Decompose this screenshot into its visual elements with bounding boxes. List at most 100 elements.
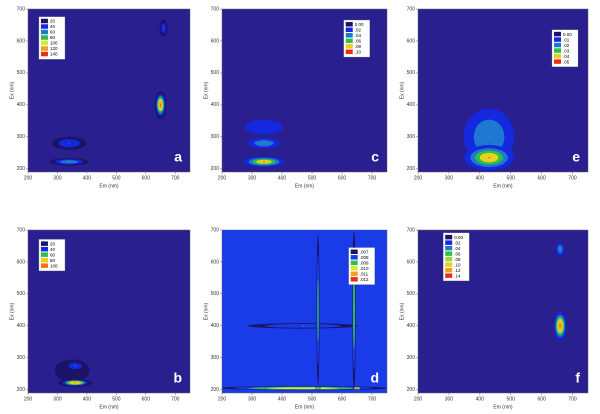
- contour-band: [245, 120, 283, 135]
- panel-label: c: [371, 149, 379, 165]
- contour-band: [74, 365, 76, 367]
- panel: 200 300 400 500 600 700 200 300 400 500 600 700 Em (…: [203, 227, 388, 410]
- legend-label: .02: [454, 240, 461, 245]
- x-tick-label: 500: [112, 175, 121, 181]
- legend-label: 0.00: [454, 235, 463, 240]
- legend-swatch: [40, 257, 48, 263]
- legend-swatch: [554, 42, 561, 48]
- contour-band: [68, 161, 70, 163]
- contour-band: [317, 278, 319, 342]
- legend: 0.00.02.04.06.08.10: [343, 19, 370, 58]
- legend-label: 0.00: [563, 32, 572, 37]
- legend-label: 20: [50, 19, 56, 24]
- y-tick-label: 200: [407, 387, 416, 393]
- y-axis-label: Ex (nm): [399, 81, 405, 99]
- x-tick-label: 200: [218, 175, 227, 181]
- y-tick-label: 200: [17, 387, 26, 393]
- y-tick-label: 700: [211, 6, 220, 12]
- x-tick-label: 600: [537, 175, 546, 181]
- contour-band: [68, 142, 70, 144]
- x-tick-label: 700: [171, 175, 180, 181]
- panel: 200 300 400 500 600 700 200 300 400 500 600 700 Em (…: [399, 6, 589, 189]
- x-tick-label: 200: [218, 396, 227, 402]
- panel-label: a: [174, 149, 182, 165]
- x-tick-label: 500: [507, 175, 516, 181]
- legend-swatch: [40, 29, 48, 35]
- y-tick-label: 300: [211, 355, 220, 361]
- contour-band: [488, 157, 490, 159]
- x-tick-label: 200: [414, 396, 423, 402]
- peak: [245, 120, 283, 135]
- legend-label: .06: [454, 251, 461, 256]
- y-tick-label: 600: [407, 259, 416, 265]
- y-tick-label: 500: [17, 70, 26, 76]
- y-tick-label: 300: [211, 134, 220, 140]
- legend-swatch: [445, 256, 453, 262]
- y-tick-label: 400: [407, 102, 416, 108]
- x-tick-label: 700: [568, 175, 577, 181]
- legend-swatch: [345, 22, 353, 27]
- y-tick-label: 500: [211, 70, 220, 76]
- x-tick-label: 500: [112, 396, 121, 402]
- legend-label: .03: [563, 48, 570, 53]
- legend-swatch: [345, 38, 353, 44]
- plot-frame: [27, 229, 191, 394]
- x-axis-label: Em (nm): [493, 404, 513, 410]
- y-tick-label: 200: [211, 387, 220, 393]
- plot-frame: [221, 8, 388, 173]
- legend-swatch: [40, 18, 48, 24]
- y-axis-label: Ex (nm): [399, 302, 405, 320]
- legend-label: .01: [563, 37, 570, 42]
- x-tick-label: 600: [338, 396, 347, 402]
- legend-swatch: [345, 33, 353, 38]
- contours: [243, 120, 285, 167]
- panel: 200 300 400 500 600 700 200 300 400 500 600 700 Em (…: [9, 6, 191, 189]
- x-tick-label: 300: [248, 396, 257, 402]
- x-tick-label: 300: [53, 175, 62, 181]
- legend-swatch: [40, 252, 48, 257]
- legend-label: .008: [360, 255, 369, 260]
- y-tick-label: 700: [17, 6, 26, 12]
- x-tick-label: 700: [568, 396, 577, 402]
- legend-label: .04: [454, 246, 461, 251]
- contour-band: [356, 387, 358, 389]
- x-axis-label: Em (nm): [295, 183, 315, 189]
- legend-swatch: [445, 245, 453, 251]
- x-tick-label: 200: [414, 175, 423, 181]
- legend-label: 40: [50, 247, 56, 252]
- legend-label: .02: [563, 43, 570, 48]
- x-tick-label: 400: [83, 396, 92, 402]
- peak: [243, 156, 285, 167]
- legend-label: 100: [50, 263, 58, 268]
- panel-label: e: [572, 149, 580, 165]
- y-tick-label: 600: [17, 38, 26, 44]
- y-tick-label: 400: [211, 102, 220, 108]
- y-tick-label: 300: [407, 134, 416, 140]
- plot-frame: [27, 8, 191, 173]
- peak: [248, 138, 280, 149]
- x-tick-label: 700: [171, 396, 180, 402]
- legend-swatch: [350, 277, 358, 282]
- contour-band: [267, 387, 339, 390]
- y-tick-label: 600: [211, 38, 220, 44]
- x-tick-label: 500: [308, 396, 317, 402]
- legend: 0.00.01.02.03.04.05: [551, 29, 579, 67]
- legend-swatch: [345, 49, 353, 55]
- legend-label: .009: [360, 260, 369, 265]
- legend-label: 140: [50, 52, 58, 57]
- peak: [464, 145, 515, 171]
- peak: [64, 360, 87, 372]
- legend-label: 40: [50, 24, 56, 29]
- contour-band: [559, 325, 561, 327]
- legend-swatch: [40, 24, 48, 29]
- legend-swatch: [345, 27, 353, 33]
- contours: [554, 242, 567, 340]
- legend-label: .05: [563, 59, 570, 64]
- legend-label: .011: [360, 271, 369, 276]
- legend-swatch: [554, 53, 561, 59]
- y-tick-label: 500: [407, 291, 416, 297]
- x-tick-label: 300: [445, 396, 454, 402]
- y-tick-label: 500: [407, 70, 416, 76]
